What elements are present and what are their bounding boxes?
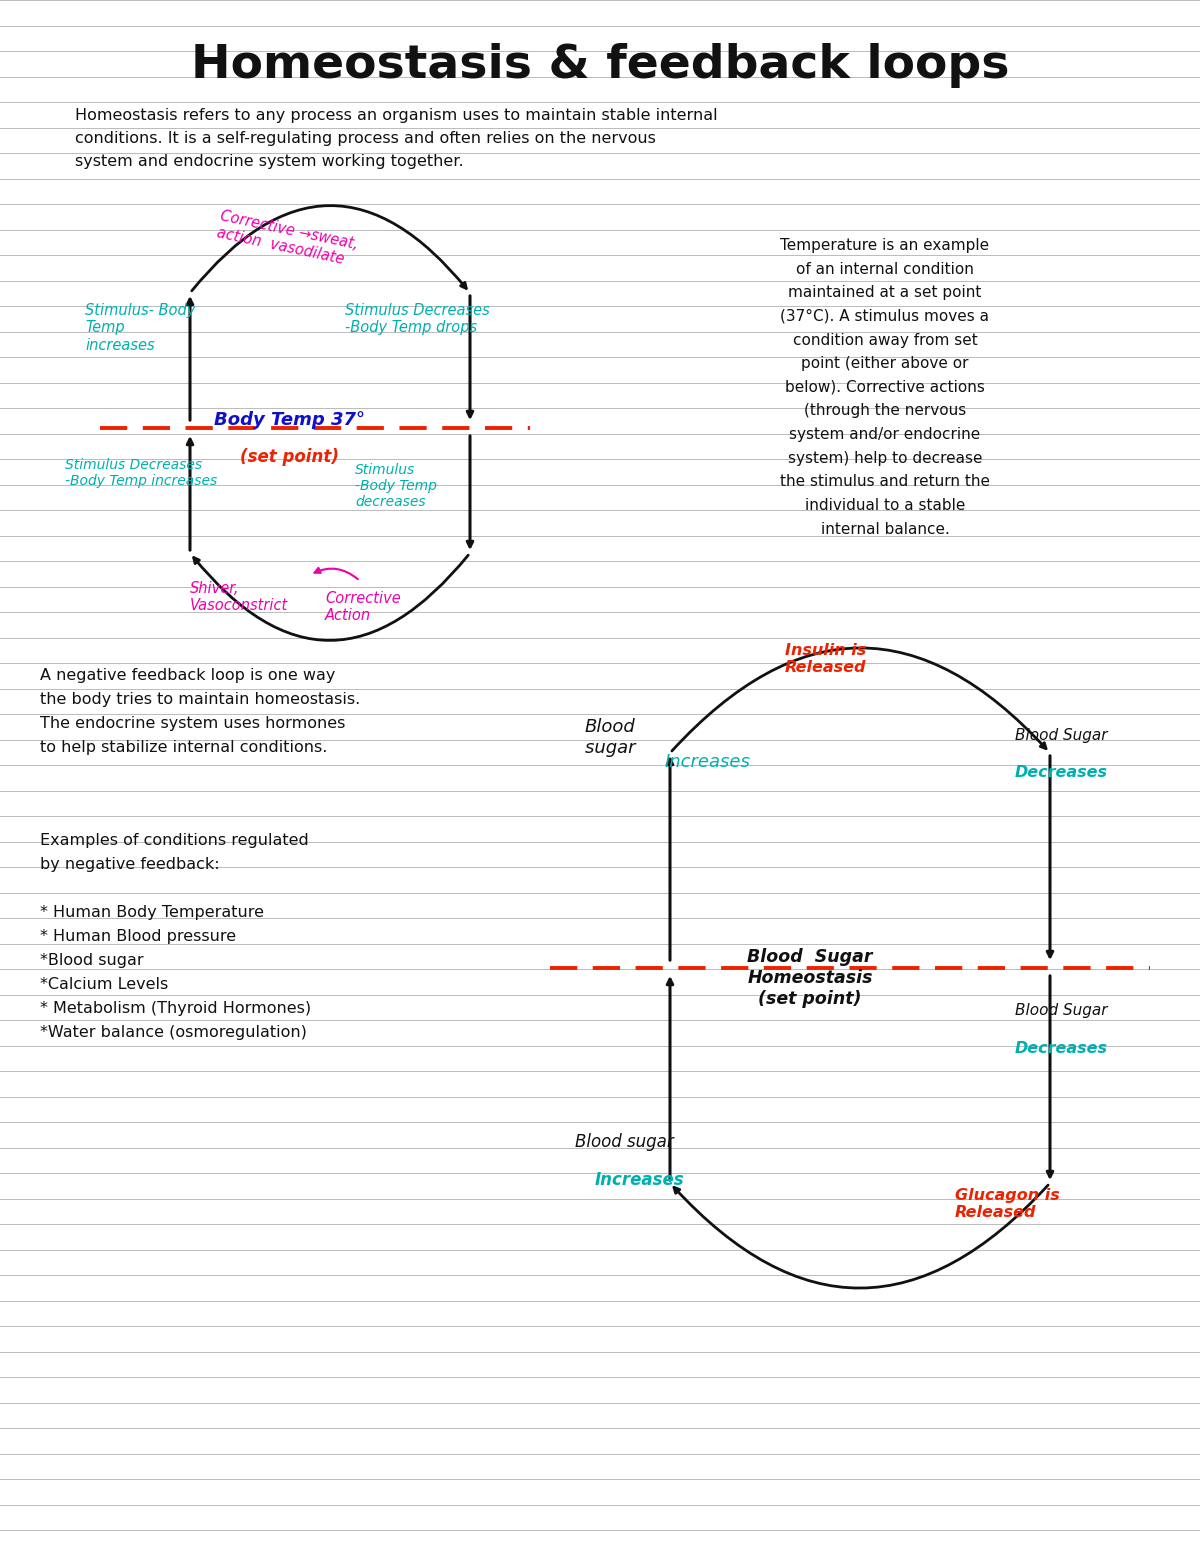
Text: Glucagon is
Released: Glucagon is Released xyxy=(955,1188,1060,1221)
Text: Decreases: Decreases xyxy=(1015,766,1108,780)
Text: Blood Sugar: Blood Sugar xyxy=(1015,1003,1108,1036)
Text: Examples of conditions regulated
by negative feedback:

* Human Body Temperature: Examples of conditions regulated by nega… xyxy=(40,832,311,1041)
Text: Stimulus Decreases
-Body Temp increases: Stimulus Decreases -Body Temp increases xyxy=(65,458,217,488)
Text: Body Temp 37°: Body Temp 37° xyxy=(215,412,366,429)
Text: Insulin is
Released: Insulin is Released xyxy=(785,643,866,676)
Text: Corrective →sweat,
action  vasodilate: Corrective →sweat, action vasodilate xyxy=(215,208,359,269)
Text: Homeostasis refers to any process an organism uses to maintain stable internal
c: Homeostasis refers to any process an org… xyxy=(74,109,718,169)
Text: Corrective
Action: Corrective Action xyxy=(325,592,401,623)
Text: Stimulus Decreases
-Body Temp drops: Stimulus Decreases -Body Temp drops xyxy=(346,303,490,335)
Text: Increases: Increases xyxy=(665,753,751,770)
Text: Temperature is an example
of an internal condition
maintained at a set point
(37: Temperature is an example of an internal… xyxy=(780,238,990,537)
Text: Blood  Sugar
Homeostasis
(set point): Blood Sugar Homeostasis (set point) xyxy=(748,947,872,1008)
Text: Increases: Increases xyxy=(595,1171,685,1190)
Text: Homeostasis & feedback loops: Homeostasis & feedback loops xyxy=(191,43,1009,89)
Text: Shiver,
Vasoconstrict: Shiver, Vasoconstrict xyxy=(190,581,288,613)
Text: Blood Sugar: Blood Sugar xyxy=(1015,728,1108,761)
Text: (set point): (set point) xyxy=(240,447,340,466)
Text: Blood
sugar: Blood sugar xyxy=(586,717,641,756)
Text: Stimulus
-Body Temp
decreases: Stimulus -Body Temp decreases xyxy=(355,463,437,509)
Text: Stimulus- Body
Temp
increases: Stimulus- Body Temp increases xyxy=(85,303,196,353)
Text: A negative feedback loop is one way
the body tries to maintain homeostasis.
The : A negative feedback loop is one way the … xyxy=(40,668,360,755)
Text: Decreases: Decreases xyxy=(1015,1041,1108,1056)
Text: Blood sugar: Blood sugar xyxy=(575,1134,673,1173)
